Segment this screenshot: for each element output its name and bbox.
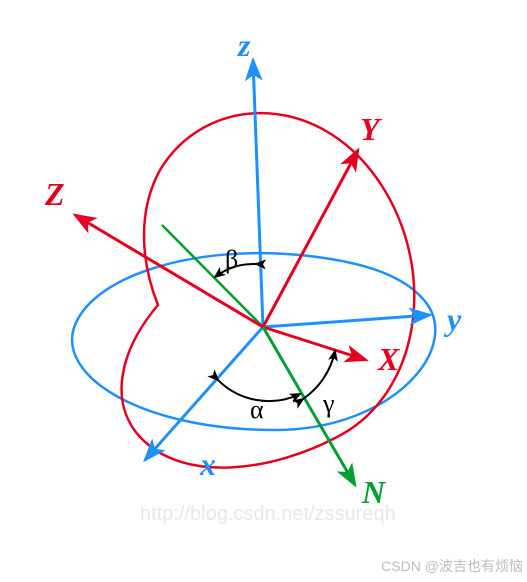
y-axis-rotated: [263, 150, 358, 327]
x-axis-label: x: [199, 446, 216, 482]
tilted-plane-ellipse: [122, 113, 415, 468]
x-axis: [145, 327, 263, 460]
watermark-center: http://blog.csdn.net/zssureqh: [140, 503, 396, 525]
y-axis-label: y: [443, 301, 462, 337]
y-axis: [263, 315, 430, 327]
beta-label: β: [225, 245, 238, 274]
y-rot-axis-label: Y: [360, 111, 382, 147]
euler-angles-diagram: http://blog.csdn.net/zssureqh x y z X Y …: [0, 0, 527, 582]
nodal-axis-label: N: [361, 474, 387, 510]
z-rot-axis-label: Z: [44, 176, 65, 212]
x-rot-axis-label: X: [377, 341, 400, 377]
gamma-label: γ: [322, 389, 335, 418]
z-axis: [253, 60, 263, 327]
watermark-corner: CSDN @波吉也有烦恼: [381, 556, 523, 576]
alpha-label: α: [250, 395, 264, 424]
z-axis-label: z: [237, 27, 251, 63]
